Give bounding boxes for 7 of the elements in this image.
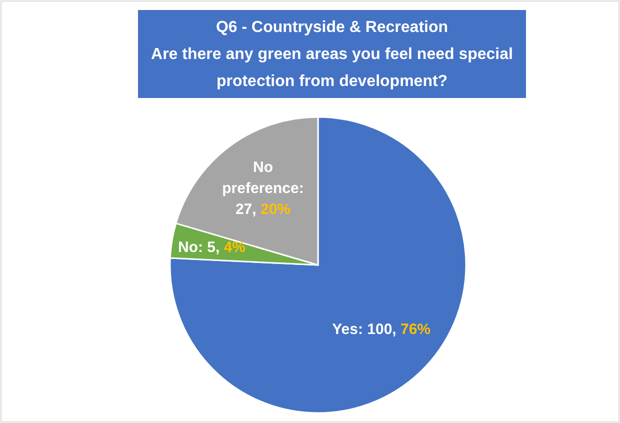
pie-slice — [169, 116, 467, 414]
slice-label: Yes — [332, 321, 358, 338]
slice-label: No — [178, 238, 198, 256]
data-label: : 5, 4% — [198, 238, 246, 256]
data-label: : 100, 76% — [358, 321, 431, 338]
chart-title: Q6 - Countryside & Recreation Are there any green areas you feel need special protection from development? — [151, 19, 513, 90]
slice-label: No preference — [222, 158, 299, 197]
